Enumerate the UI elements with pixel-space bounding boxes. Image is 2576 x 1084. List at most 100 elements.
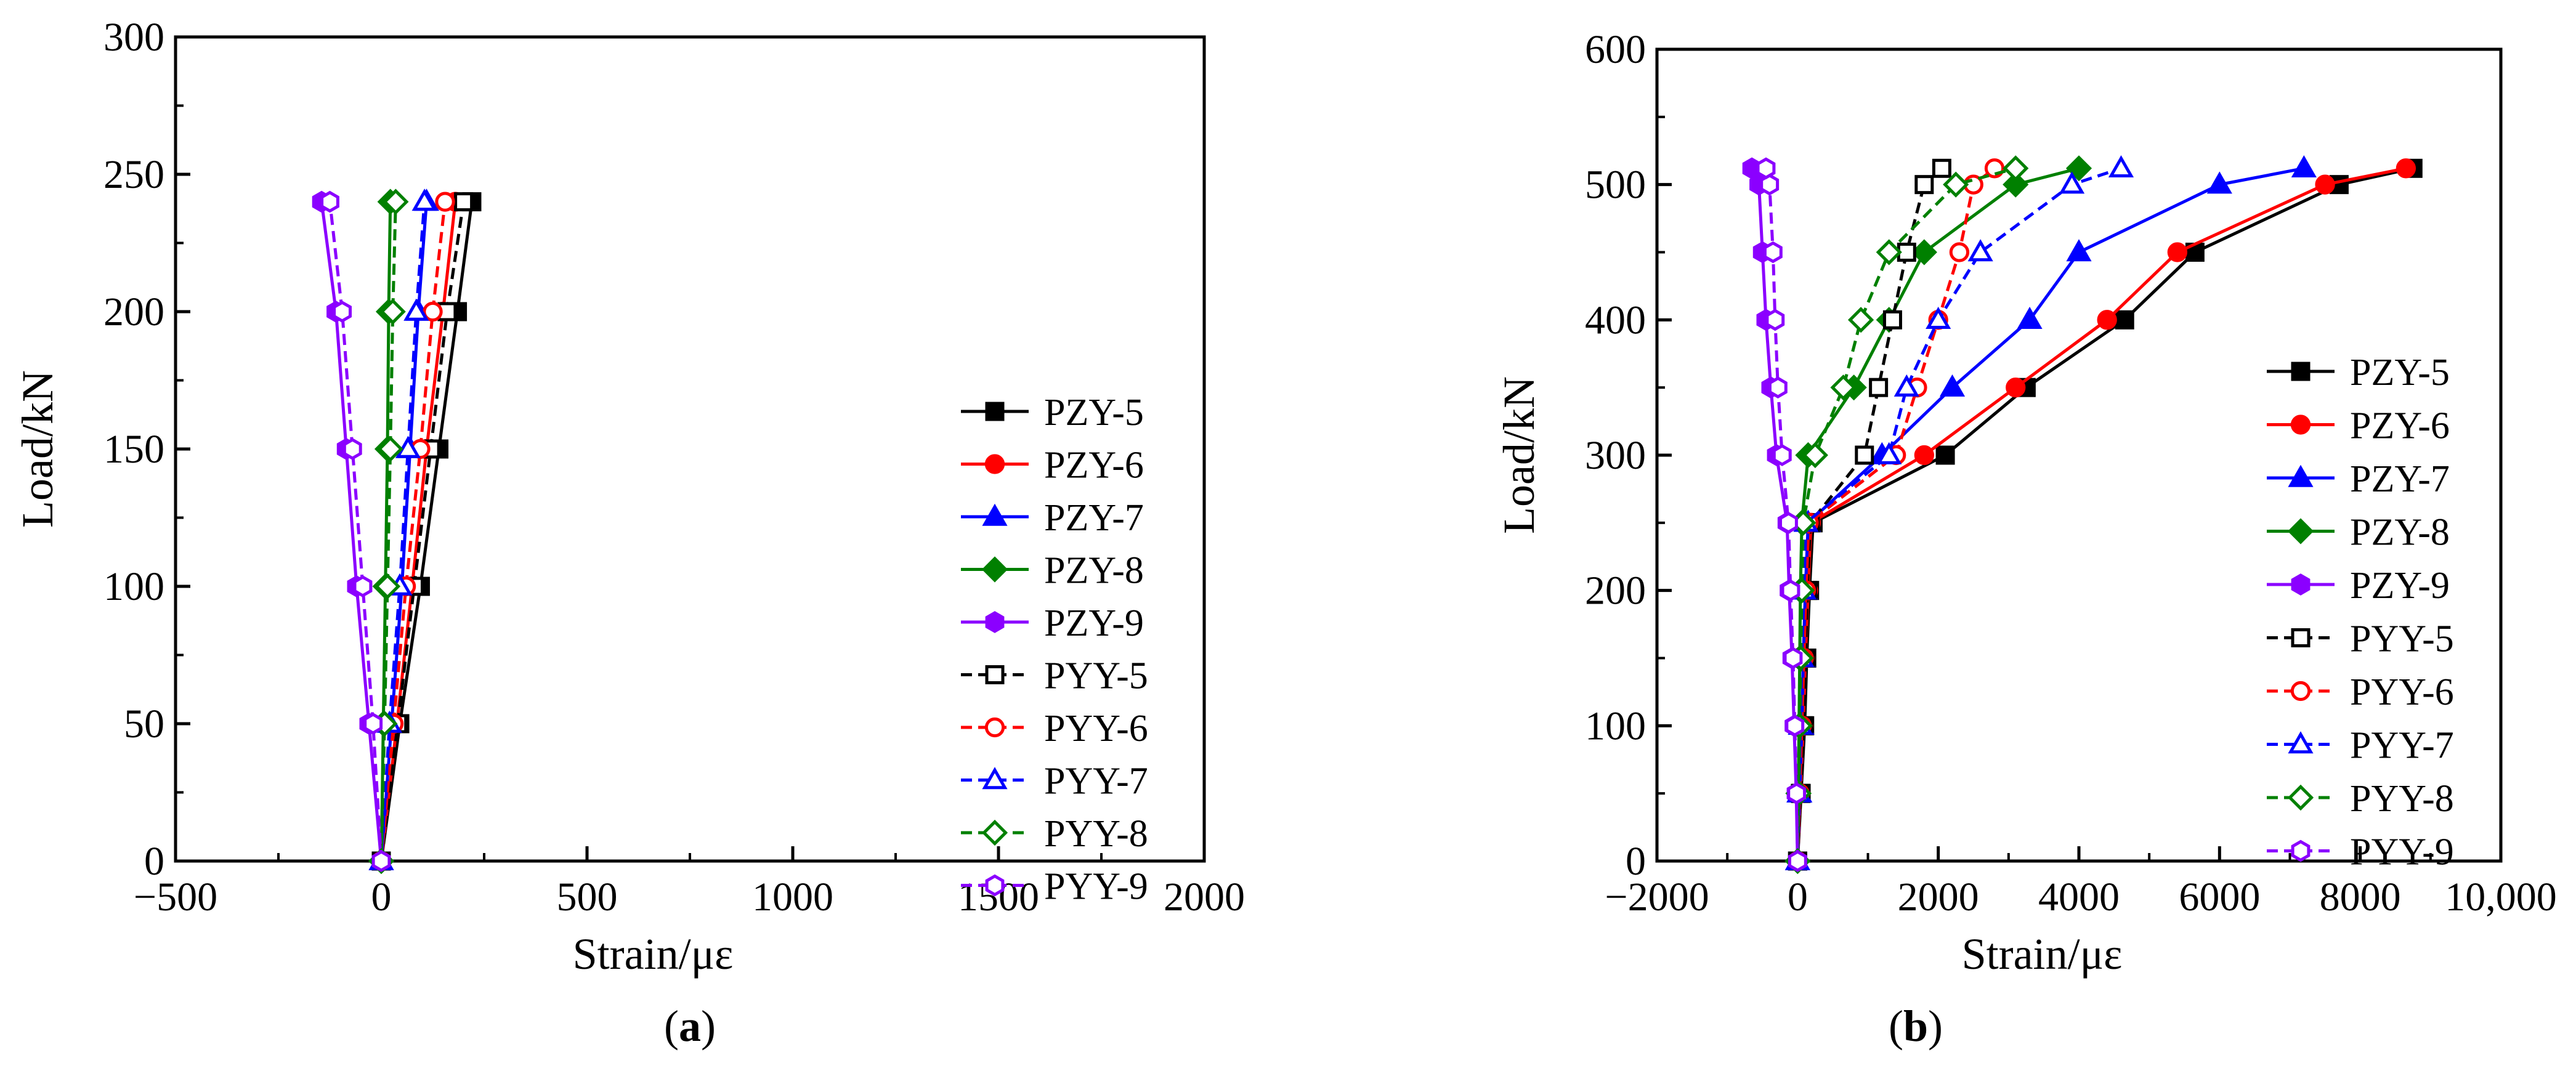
- legend-label: PYY-7: [2350, 725, 2454, 767]
- data-point: [2167, 242, 2187, 262]
- legend-marker: [985, 874, 1005, 897]
- data-point: [1935, 445, 1955, 465]
- data-point: [1894, 374, 1919, 397]
- legend-label: PZY-6: [1044, 445, 1144, 487]
- data-point: [2003, 171, 2029, 198]
- y-tick-label: 50: [124, 702, 164, 746]
- y-tick-label: 200: [1585, 568, 1646, 613]
- legend-marker: [2288, 464, 2314, 487]
- data-point: [1932, 158, 1951, 178]
- data-point: [2059, 171, 2085, 194]
- data-point: [1768, 376, 1788, 398]
- data-point: [1802, 442, 1828, 469]
- legend-marker: [2291, 839, 2311, 862]
- legend-marker: [985, 665, 1005, 684]
- data-point: [1914, 175, 1934, 195]
- data-point: [1926, 307, 1951, 330]
- data-point: [1943, 171, 1969, 198]
- y-tick-label: 0: [144, 839, 164, 884]
- legend-label: PZY-8: [2350, 512, 2450, 554]
- x-tick-label: 1000: [752, 875, 833, 920]
- x-tick-label: 8000: [2320, 875, 2401, 920]
- legend-marker: [985, 402, 1005, 421]
- chart-panel-a: −500 0 500 1000 1500 2000050100150200250300St…: [13, 15, 1245, 1051]
- series-line: [379, 201, 474, 862]
- legend-marker: [981, 556, 1008, 583]
- data-point: [403, 298, 429, 321]
- legend-marker: [981, 819, 1008, 846]
- data-point: [2291, 155, 2317, 177]
- data-point: [1756, 157, 1776, 180]
- legend-marker: [2288, 731, 2314, 754]
- data-point: [333, 301, 352, 323]
- data-point: [2097, 310, 2117, 330]
- series-line: [379, 201, 457, 862]
- data-point: [374, 573, 401, 600]
- y-axis-label: Load/kN: [1494, 376, 1544, 534]
- data-point: [2115, 310, 2134, 330]
- legend-marker: [985, 611, 1005, 633]
- legend-label: PYY-6: [1044, 708, 1148, 750]
- y-tick-label: 600: [1585, 27, 1646, 72]
- data-point: [1788, 850, 1807, 872]
- x-tick-label: 500: [557, 875, 618, 920]
- data-point: [1855, 445, 1874, 465]
- x-tick-label: 6000: [2179, 875, 2260, 920]
- panel-label: (a): [664, 1001, 716, 1051]
- x-tick-label: −500: [134, 875, 217, 920]
- x-tick-label: 0: [371, 875, 392, 920]
- legend: PZY-5 PZY-6 PZY-7 PZY-8 PZY-9 PYY-5 PYY-6 PYY-7…: [2267, 352, 2454, 873]
- series-line: [320, 201, 383, 862]
- legend-label: PYY-8: [1044, 813, 1148, 855]
- x-tick-label: 10,000: [2445, 875, 2557, 920]
- legend-marker: [2287, 784, 2314, 811]
- data-point: [2006, 378, 2026, 398]
- legend-label: PZY-6: [2350, 405, 2450, 447]
- y-tick-label: 100: [103, 564, 164, 609]
- legend-marker: [2291, 362, 2311, 381]
- legend-marker: [984, 454, 1005, 474]
- data-point: [379, 298, 406, 325]
- data-point: [371, 850, 391, 872]
- y-tick-label: 0: [1626, 839, 1646, 884]
- legend-label: PZY-9: [1044, 602, 1144, 644]
- y-tick-label: 400: [1585, 297, 1646, 342]
- legend-label: PZY-7: [2350, 458, 2450, 500]
- x-axis-label: Strain/με: [1962, 929, 2123, 979]
- legend-label: PZY-9: [2350, 565, 2450, 607]
- data-point: [1783, 647, 1803, 669]
- data-point: [1939, 374, 1966, 397]
- legend-marker: [2287, 518, 2314, 544]
- data-point: [423, 301, 443, 322]
- data-point: [2315, 174, 2335, 195]
- legend-label: PYY-8: [2350, 778, 2454, 820]
- data-point: [1876, 239, 1902, 265]
- x-tick-label: 2000: [1898, 875, 1979, 920]
- data-point: [1882, 310, 1902, 330]
- data-point: [1763, 241, 1783, 264]
- data-point: [383, 188, 409, 215]
- x-tick-label: 0: [1788, 875, 1808, 920]
- legend-label: PYY-9: [2350, 831, 2454, 873]
- series-line: [379, 201, 466, 862]
- data-point: [454, 192, 474, 212]
- legend-marker: [2291, 573, 2311, 596]
- legend-label: PZY-5: [2350, 352, 2450, 394]
- data-point: [2003, 155, 2029, 182]
- legend-marker: [982, 767, 1008, 790]
- legend-marker: [2291, 628, 2311, 647]
- legend-marker: [2290, 415, 2311, 435]
- legend-label: PZY-7: [1044, 497, 1144, 539]
- legend-marker: [2290, 681, 2311, 702]
- data-point: [1765, 309, 1785, 331]
- panel-label: (b): [1889, 1001, 1943, 1051]
- series-line: [379, 201, 397, 862]
- data-point: [411, 188, 437, 211]
- data-point: [1781, 579, 1800, 602]
- data-point: [1772, 444, 1792, 466]
- y-axis-label: Load/kN: [13, 370, 62, 528]
- y-tick-label: 300: [103, 15, 164, 60]
- data-point: [1760, 173, 1780, 196]
- data-point: [2108, 155, 2134, 177]
